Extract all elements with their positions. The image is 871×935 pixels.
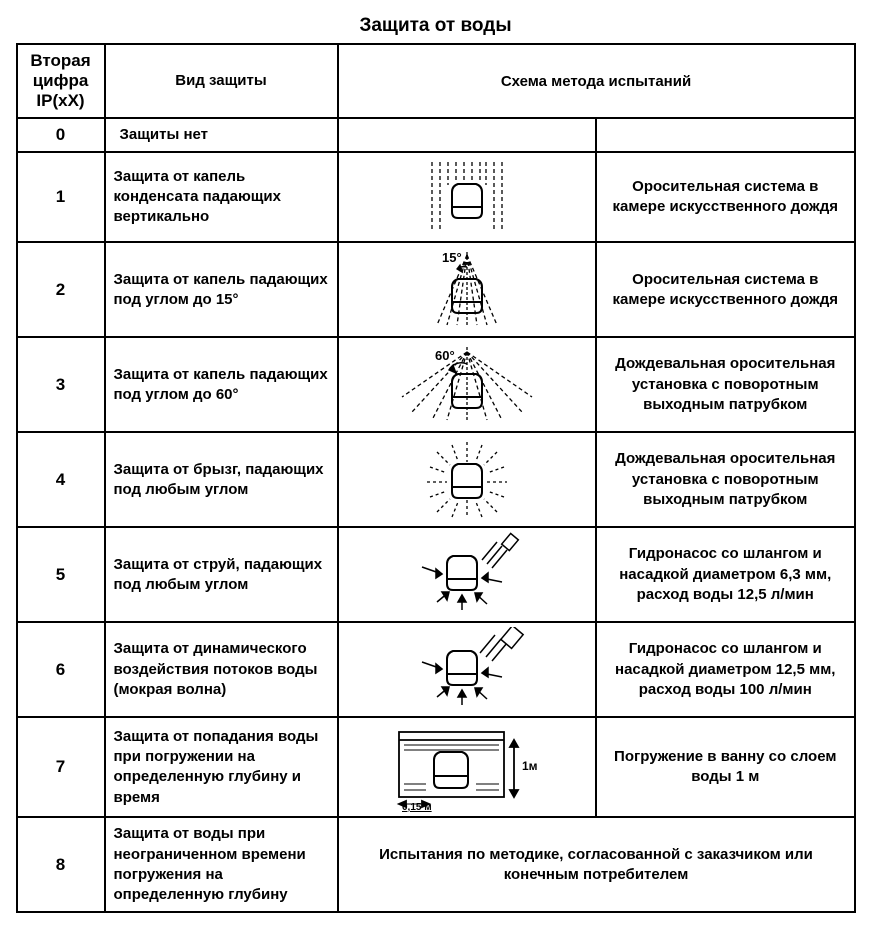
table-row: 3 Защита от капель падающих под углом до… (17, 337, 855, 432)
type-cell: Защита от капель падающих под углом до 1… (105, 242, 338, 337)
width-label: 0,15 м (402, 802, 432, 812)
scheme-img-cell (338, 152, 597, 242)
scheme-desc-cell (596, 118, 855, 152)
table-row: 1 Защита от капель конденсата падающих в… (17, 152, 855, 242)
scheme-desc-cell: Дождевальная оросительная установка с по… (596, 337, 855, 432)
digit-cell: 5 (17, 527, 105, 622)
angle-label: 15° (442, 250, 462, 265)
digit-cell: 0 (17, 118, 105, 152)
angle-60-drops-icon: 60° (387, 342, 547, 427)
scheme-img-cell (338, 432, 597, 527)
digit-cell: 7 (17, 717, 105, 817)
immersion-icon: 1м 0,15 м (384, 722, 549, 812)
ip-water-table: Вторая цифра IP(xX) Вид защиты Схема мет… (16, 43, 856, 913)
table-row: 2 Защита от капель падающих под углом до… (17, 242, 855, 337)
type-cell: Защита от брызг, падающих под любым угло… (105, 432, 338, 527)
type-cell: Защита от капель конденсата падающих вер… (105, 152, 338, 242)
digit-cell: 3 (17, 337, 105, 432)
type-cell: Защиты нет (105, 118, 338, 152)
splash-icon (392, 437, 542, 522)
scheme-desc-cell: Испытания по методике, согласованной с з… (338, 817, 855, 912)
table-row: 8 Защита от воды при неограниченном врем… (17, 817, 855, 912)
digit-cell: 2 (17, 242, 105, 337)
digit-cell: 4 (17, 432, 105, 527)
scheme-desc-cell: Гидронасос со шлангом и насадкой диаметр… (596, 622, 855, 717)
scheme-desc-cell: Оросительная система в камере искусствен… (596, 242, 855, 337)
scheme-desc-cell: Дождевальная оросительная установка с по… (596, 432, 855, 527)
digit-cell: 6 (17, 622, 105, 717)
angle-label: 60° (435, 348, 455, 363)
header-type: Вид защиты (105, 44, 338, 118)
table-row: 0 Защиты нет (17, 118, 855, 152)
jet-small-icon (387, 532, 547, 617)
type-cell: Защита от воды при неограниченном времен… (105, 817, 338, 912)
table-row: 4 Защита от брызг, падающих под любым уг… (17, 432, 855, 527)
header-digit: Вторая цифра IP(xX) (17, 44, 105, 118)
table-row: 6 Защита от динамического воздействия по… (17, 622, 855, 717)
scheme-img-cell (338, 527, 597, 622)
table-row: 5 Защита от струй, падающих под любым уг… (17, 527, 855, 622)
header-row: Вторая цифра IP(xX) Вид защиты Схема мет… (17, 44, 855, 118)
digit-cell: 8 (17, 817, 105, 912)
digit-cell: 1 (17, 152, 105, 242)
scheme-img-cell: 1м 0,15 м (338, 717, 597, 817)
type-cell: Защита от струй, падающих под любым угло… (105, 527, 338, 622)
scheme-desc-cell: Гидронасос со шлангом и насадкой диаметр… (596, 527, 855, 622)
depth-label: 1м (522, 759, 538, 773)
page-title: Защита от воды (15, 15, 856, 37)
scheme-desc-cell: Погружение в ванну со слоем воды 1 м (596, 717, 855, 817)
angle-15-drops-icon: 15° (392, 247, 542, 332)
type-cell: Защита от капель падающих под углом до 6… (105, 337, 338, 432)
scheme-img-cell: 60° (338, 337, 597, 432)
scheme-img-cell (338, 622, 597, 717)
scheme-desc-cell: Оросительная система в камере искусствен… (596, 152, 855, 242)
scheme-img-cell: 15° (338, 242, 597, 337)
table-row: 7 Защита от попадания воды при погружени… (17, 717, 855, 817)
scheme-img-cell (338, 118, 597, 152)
vertical-drops-icon (392, 157, 542, 237)
header-scheme: Схема метода испытаний (338, 44, 855, 118)
type-cell: Защита от динамического воздействия пото… (105, 622, 338, 717)
jet-large-icon (387, 627, 547, 712)
type-cell: Защита от попадания воды при погружении … (105, 717, 338, 817)
